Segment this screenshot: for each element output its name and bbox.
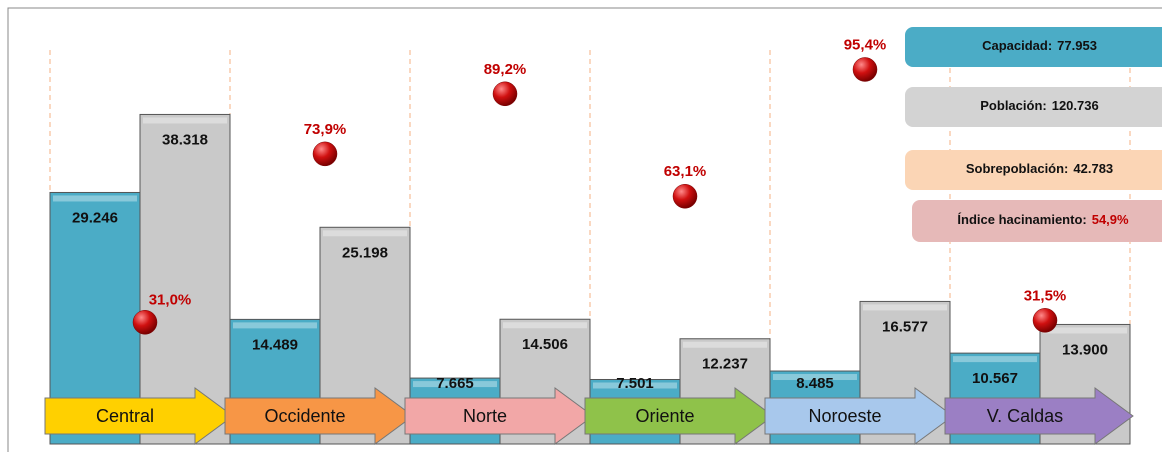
category-arrow [584,387,774,445]
value-label: 29.246 [72,209,118,226]
bar-shine [683,341,767,348]
dot [852,57,878,82]
summary-name: Sobrepoblación: [966,161,1069,176]
category-arrow [944,387,1134,445]
summary-value: 77.953 [1057,38,1097,53]
value-label: 10.567 [972,370,1018,387]
category-label: Norte [463,406,507,426]
percent-label: 31,0% [149,291,192,308]
summary-text: Sobrepoblación: 42.783 [966,161,1113,176]
bar-shine [863,304,947,311]
value-label: 12.237 [702,356,748,373]
bar-shine [323,230,407,237]
value-label: 7.501 [616,375,654,392]
bar-shine [233,322,317,329]
percent-label: 89,2% [484,61,527,78]
summary-text: Capacidad: 77.953 [982,38,1097,53]
dot [312,141,338,167]
summary-box [912,200,1162,242]
summary-name: Población: [980,98,1046,113]
value-label: 16.577 [882,318,928,335]
bar-shine [773,374,857,381]
bar-shine [143,117,227,124]
category-label: Oriente [635,406,694,426]
frame [7,7,1162,452]
category-label: Noroeste [808,406,881,426]
summary-text: Población: 120.736 [980,98,1098,113]
percent-label: 95,4% [844,36,887,53]
bar-shine [53,195,137,202]
summary-value: 42.783 [1073,161,1113,176]
category-arrow [764,387,954,445]
bar-shine [1043,327,1127,334]
value-label: 13.900 [1062,341,1108,358]
value-label: 14.506 [522,336,568,353]
percent-label: 31,5% [1024,287,1067,304]
category-arrow [44,387,234,445]
value-label: 25.198 [342,244,388,261]
category-arrow [404,387,594,445]
bar [139,113,231,445]
category-label: Occidente [264,406,345,426]
summary-name: Índice hacinamiento: [957,212,1086,227]
dot [132,310,158,335]
bar-shine [413,381,497,388]
summary-text: Índice hacinamiento: 54,9% [957,212,1129,227]
summary-box [905,87,1162,127]
value-label: 7.665 [436,375,474,392]
percent-label: 73,9% [304,121,347,138]
dot [672,184,698,209]
bar-shine [953,356,1037,363]
category-label: Central [96,406,154,426]
dot [492,81,518,107]
value-label: 38.318 [162,131,208,148]
summary-box [905,27,1162,67]
summary-value: 120.736 [1052,98,1099,113]
bar-shine [593,382,677,389]
summary-box [905,150,1162,190]
category-label: V. Caldas [987,406,1063,426]
bar-shine [503,322,587,329]
summary-value: 54,9% [1092,212,1129,227]
percent-label: 63,1% [664,163,707,180]
value-label: 14.489 [252,336,298,353]
dot [1032,308,1058,333]
summary-name: Capacidad: [982,38,1052,53]
category-arrow [224,387,414,445]
value-label: 8.485 [796,375,834,392]
